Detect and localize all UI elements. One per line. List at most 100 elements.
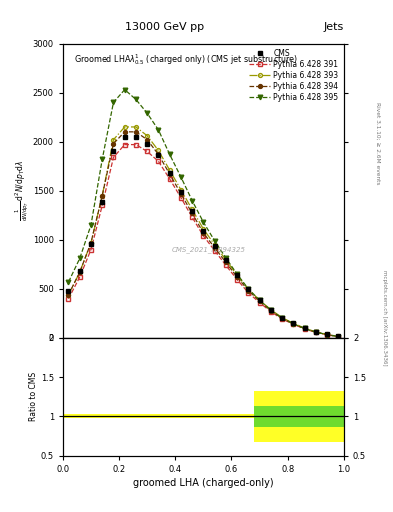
CMS: [111, 148, 116, 155]
Pythia 6.428 395: [246, 286, 251, 292]
Line: Pythia 6.428 393: Pythia 6.428 393: [66, 125, 340, 338]
Pythia 6.428 391: [111, 154, 116, 160]
Pythia 6.428 391: [100, 202, 105, 208]
Text: Rivet 3.1.10; ≥ 2.6M events: Rivet 3.1.10; ≥ 2.6M events: [376, 102, 380, 185]
Pythia 6.428 391: [257, 300, 262, 306]
Pythia 6.428 394: [212, 245, 217, 251]
Pythia 6.428 394: [291, 321, 296, 327]
CMS: [268, 307, 273, 313]
Pythia 6.428 391: [212, 247, 217, 253]
Pythia 6.428 393: [100, 193, 105, 199]
Pythia 6.428 393: [268, 307, 273, 313]
Pythia 6.428 394: [134, 129, 138, 135]
Pythia 6.428 395: [111, 99, 116, 105]
Pythia 6.428 395: [280, 315, 285, 321]
Pythia 6.428 394: [190, 210, 195, 217]
CMS: [77, 268, 82, 274]
CMS: [280, 315, 285, 321]
Pythia 6.428 391: [325, 332, 329, 338]
Pythia 6.428 393: [178, 187, 183, 193]
Pythia 6.428 393: [291, 320, 296, 326]
CMS: [257, 297, 262, 303]
Pythia 6.428 393: [167, 167, 172, 173]
Pythia 6.428 393: [122, 124, 127, 130]
Pythia 6.428 391: [314, 329, 318, 335]
CMS: [156, 153, 161, 159]
CMS: [314, 329, 318, 335]
Pythia 6.428 391: [134, 141, 138, 147]
Pythia 6.428 391: [201, 233, 206, 239]
Pythia 6.428 394: [268, 308, 273, 314]
Pythia 6.428 393: [66, 292, 71, 298]
Pythia 6.428 393: [89, 240, 94, 246]
Pythia 6.428 395: [224, 255, 228, 261]
Pythia 6.428 393: [224, 257, 228, 263]
Pythia 6.428 395: [178, 174, 183, 180]
Text: 13000 GeV pp: 13000 GeV pp: [125, 22, 205, 32]
Pythia 6.428 393: [302, 325, 307, 331]
CMS: [145, 140, 150, 146]
Pythia 6.428 394: [224, 259, 228, 265]
Pythia 6.428 395: [235, 271, 239, 277]
Pythia 6.428 394: [156, 152, 161, 158]
Line: Pythia 6.428 395: Pythia 6.428 395: [66, 88, 341, 339]
CMS: [178, 188, 183, 195]
Pythia 6.428 395: [167, 152, 172, 158]
CMS: [89, 241, 94, 247]
Pythia 6.428 394: [235, 274, 239, 280]
Pythia 6.428 391: [235, 276, 239, 283]
Pythia 6.428 394: [145, 137, 150, 143]
CMS: [134, 134, 138, 140]
Text: CMS_2021_I1894325: CMS_2021_I1894325: [172, 246, 246, 253]
Pythia 6.428 394: [66, 292, 71, 298]
Pythia 6.428 391: [89, 247, 94, 253]
Pythia 6.428 393: [246, 286, 251, 292]
Pythia 6.428 391: [246, 290, 251, 296]
Line: Pythia 6.428 394: Pythia 6.428 394: [66, 130, 340, 338]
Pythia 6.428 395: [212, 238, 217, 244]
Pythia 6.428 395: [100, 156, 105, 162]
Pythia 6.428 393: [111, 137, 116, 143]
Pythia 6.428 391: [280, 316, 285, 322]
Text: Groomed LHA$\lambda^1_{0.5}$ (charged only) (CMS jet substructure): Groomed LHA$\lambda^1_{0.5}$ (charged on…: [74, 52, 298, 67]
Pythia 6.428 395: [145, 110, 150, 116]
Pythia 6.428 395: [156, 127, 161, 133]
Pythia 6.428 391: [291, 321, 296, 327]
CMS: [336, 333, 341, 339]
CMS: [190, 208, 195, 215]
Pythia 6.428 391: [302, 326, 307, 332]
Pythia 6.428 395: [66, 279, 71, 285]
Pythia 6.428 391: [190, 214, 195, 220]
Pythia 6.428 391: [268, 309, 273, 315]
Pythia 6.428 393: [77, 269, 82, 275]
CMS: [212, 243, 217, 249]
Pythia 6.428 391: [178, 195, 183, 201]
Pythia 6.428 391: [122, 141, 127, 147]
Pythia 6.428 394: [336, 333, 341, 339]
Pythia 6.428 395: [190, 198, 195, 204]
Pythia 6.428 394: [257, 298, 262, 304]
Pythia 6.428 393: [212, 242, 217, 248]
Pythia 6.428 393: [336, 333, 341, 339]
CMS: [201, 228, 206, 234]
Text: Jets: Jets: [323, 22, 344, 32]
Pythia 6.428 393: [257, 297, 262, 303]
CMS: [100, 199, 105, 205]
CMS: [325, 331, 329, 337]
Pythia 6.428 395: [268, 307, 273, 313]
Pythia 6.428 393: [314, 329, 318, 335]
Pythia 6.428 395: [291, 321, 296, 327]
Line: Pythia 6.428 391: Pythia 6.428 391: [66, 143, 340, 338]
Pythia 6.428 394: [280, 315, 285, 321]
Pythia 6.428 394: [178, 190, 183, 197]
CMS: [235, 271, 239, 278]
Pythia 6.428 394: [122, 129, 127, 135]
Pythia 6.428 395: [134, 96, 138, 102]
CMS: [302, 325, 307, 331]
X-axis label: groomed LHA (charged-only): groomed LHA (charged-only): [133, 478, 274, 488]
Pythia 6.428 393: [201, 226, 206, 232]
Pythia 6.428 395: [89, 222, 94, 228]
Pythia 6.428 394: [89, 240, 94, 246]
Pythia 6.428 395: [201, 219, 206, 225]
Pythia 6.428 395: [122, 87, 127, 93]
